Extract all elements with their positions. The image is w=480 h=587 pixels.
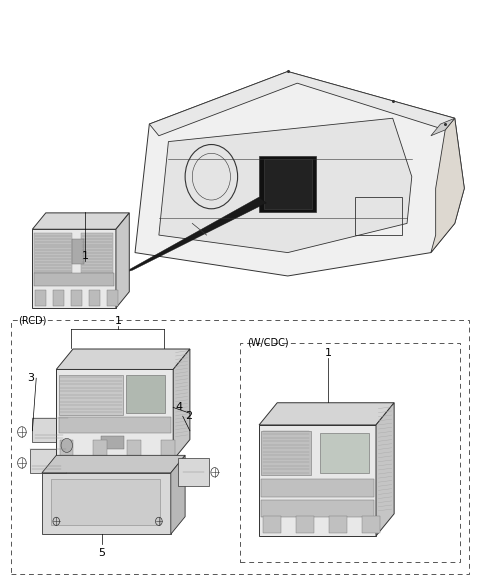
Polygon shape <box>56 349 190 369</box>
Bar <box>35 290 46 306</box>
Polygon shape <box>173 349 190 460</box>
Bar <box>296 516 314 533</box>
Bar <box>11 320 469 574</box>
Polygon shape <box>264 159 312 209</box>
Bar <box>320 433 369 473</box>
Polygon shape <box>431 118 464 252</box>
Bar <box>362 516 380 533</box>
Text: 3: 3 <box>27 373 34 383</box>
Polygon shape <box>42 473 171 534</box>
Bar <box>329 516 347 533</box>
Polygon shape <box>376 403 394 536</box>
Text: (RCD): (RCD) <box>18 316 47 326</box>
Bar <box>34 274 114 286</box>
Polygon shape <box>178 458 209 486</box>
Bar <box>355 197 402 235</box>
Text: (W/CDC): (W/CDC) <box>247 338 289 348</box>
Polygon shape <box>171 456 185 534</box>
Polygon shape <box>42 456 185 473</box>
Bar <box>263 516 281 533</box>
Polygon shape <box>33 213 129 230</box>
Bar <box>59 375 123 415</box>
Bar <box>72 239 84 264</box>
Bar <box>262 430 311 475</box>
Bar <box>53 290 64 306</box>
Bar <box>34 233 72 272</box>
Polygon shape <box>149 72 455 136</box>
Bar <box>259 156 316 212</box>
Bar <box>108 290 118 306</box>
Polygon shape <box>33 230 116 308</box>
Polygon shape <box>135 72 464 276</box>
Text: 5: 5 <box>98 548 105 558</box>
Polygon shape <box>30 449 66 474</box>
Polygon shape <box>33 418 68 443</box>
Bar <box>240 343 459 562</box>
Bar <box>59 417 171 433</box>
Polygon shape <box>116 213 129 308</box>
Bar <box>101 437 124 449</box>
Polygon shape <box>123 197 266 273</box>
Bar <box>127 440 141 458</box>
Text: 1: 1 <box>325 348 332 357</box>
Text: 2: 2 <box>185 411 192 421</box>
Text: 1: 1 <box>115 316 122 326</box>
Bar <box>262 501 373 517</box>
Text: 4: 4 <box>176 403 183 413</box>
Bar <box>161 440 175 458</box>
Bar <box>126 375 165 413</box>
Bar <box>60 440 73 458</box>
Circle shape <box>61 438 72 453</box>
Polygon shape <box>431 118 455 136</box>
Polygon shape <box>159 118 412 252</box>
Bar <box>72 290 82 306</box>
Text: 1: 1 <box>82 251 88 261</box>
Polygon shape <box>259 403 394 425</box>
Bar <box>50 478 160 525</box>
Polygon shape <box>56 369 173 460</box>
Bar <box>94 440 107 458</box>
Bar <box>81 233 113 272</box>
Bar <box>89 290 100 306</box>
Polygon shape <box>259 425 376 536</box>
Bar <box>262 480 373 497</box>
